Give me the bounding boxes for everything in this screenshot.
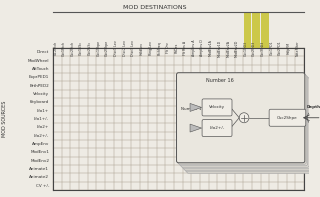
Text: AmpEnv D: AmpEnv D [200, 40, 204, 56]
Text: Velocity: Velocity [209, 105, 225, 109]
Text: Disc3 Lev: Disc3 Lev [131, 40, 135, 56]
Text: ModEnv1D: ModEnv1D [218, 39, 222, 57]
FancyBboxPatch shape [184, 80, 312, 170]
Text: Osc2OD3: Osc2OD3 [252, 40, 256, 56]
Text: AmpEnv A: AmpEnv A [192, 40, 196, 56]
Text: AftTouch: AftTouch [32, 67, 49, 71]
Text: BrthPED2: BrthPED2 [29, 84, 49, 88]
Circle shape [307, 111, 320, 125]
Text: Ring Lev: Ring Lev [148, 41, 153, 55]
Text: AmpEnv: AmpEnv [32, 142, 49, 146]
Text: Lfo1+: Lfo1+ [37, 109, 49, 113]
FancyBboxPatch shape [202, 99, 232, 116]
Text: ModEnv2A: ModEnv2A [226, 40, 230, 57]
Text: Lfo2+: Lfo2+ [37, 125, 49, 129]
Text: ModEnv1: ModEnv1 [30, 151, 49, 154]
Bar [252, 12, 260, 48]
Circle shape [239, 113, 249, 123]
Text: Osc2PD1: Osc2PD1 [278, 41, 282, 55]
Polygon shape [190, 124, 202, 132]
Text: Lfo1+/-: Lfo1+/- [34, 117, 49, 121]
Text: Osc2Shpe: Osc2Shpe [277, 116, 298, 120]
Text: PtchFreq: PtchFreq [157, 41, 161, 55]
Text: Osc2VSc: Osc2VSc [88, 41, 92, 55]
Text: Number 1: Number 1 [181, 107, 202, 111]
FancyBboxPatch shape [178, 74, 306, 164]
Text: HelpFM: HelpFM [287, 42, 291, 54]
Text: Depth: Depth [307, 105, 320, 109]
FancyBboxPatch shape [180, 76, 308, 166]
Text: 01.2Ptch: 01.2Ptch [53, 41, 57, 55]
Text: CV +/-: CV +/- [36, 184, 49, 188]
Bar [244, 12, 252, 48]
Text: Osc3OD3: Osc3OD3 [261, 40, 265, 56]
FancyBboxPatch shape [187, 83, 315, 173]
Polygon shape [190, 103, 202, 112]
Bar [261, 12, 269, 48]
Text: ModEnv2D: ModEnv2D [235, 39, 239, 57]
FancyBboxPatch shape [177, 73, 305, 163]
Text: Lfo2+/-: Lfo2+/- [34, 134, 49, 138]
Text: Lfo2+/-: Lfo2+/- [209, 126, 225, 130]
Text: Flt Drv: Flt Drv [166, 43, 170, 53]
Text: Disc2 Lev: Disc2 Lev [123, 40, 127, 56]
Text: Osc1Ptch: Osc1Ptch [62, 41, 66, 56]
FancyBboxPatch shape [182, 79, 311, 169]
Text: Osc1VSc: Osc1VSc [79, 41, 83, 55]
Text: Number 16: Number 16 [206, 78, 234, 83]
Text: Direct: Direct [37, 50, 49, 54]
Text: Osc1Shpe: Osc1Shpe [97, 40, 100, 56]
Text: MOD DESTINATIONS: MOD DESTINATIONS [123, 5, 186, 10]
FancyBboxPatch shape [202, 120, 232, 137]
Text: ModWheel: ModWheel [28, 59, 49, 62]
Text: NoteFilter: NoteFilter [296, 40, 300, 56]
Text: Animate1: Animate1 [29, 167, 49, 171]
Text: Disc1 Lev: Disc1 Lev [114, 40, 118, 56]
FancyBboxPatch shape [181, 77, 309, 167]
Text: Osc1PD1: Osc1PD1 [269, 41, 274, 55]
Text: Osc2Shpe: Osc2Shpe [105, 40, 109, 56]
FancyBboxPatch shape [269, 109, 306, 126]
Text: Keyboard: Keyboard [30, 100, 49, 104]
Text: Animate2: Animate2 [29, 176, 49, 179]
Text: FltDes: FltDes [174, 43, 179, 53]
FancyBboxPatch shape [185, 82, 314, 172]
Text: ModEnv1A: ModEnv1A [209, 40, 213, 56]
Text: Flt Res A: Flt Res A [183, 41, 187, 55]
Text: HoldLev: HoldLev [140, 42, 144, 55]
Text: Velocity: Velocity [33, 92, 49, 96]
Text: ExprPED1: ExprPED1 [29, 75, 49, 79]
Text: Osc1OD3: Osc1OD3 [244, 40, 248, 56]
Text: ModEnv2: ModEnv2 [30, 159, 49, 163]
Text: MOD SOURCES: MOD SOURCES [2, 101, 7, 137]
Text: Osc2Ptch: Osc2Ptch [71, 40, 75, 56]
